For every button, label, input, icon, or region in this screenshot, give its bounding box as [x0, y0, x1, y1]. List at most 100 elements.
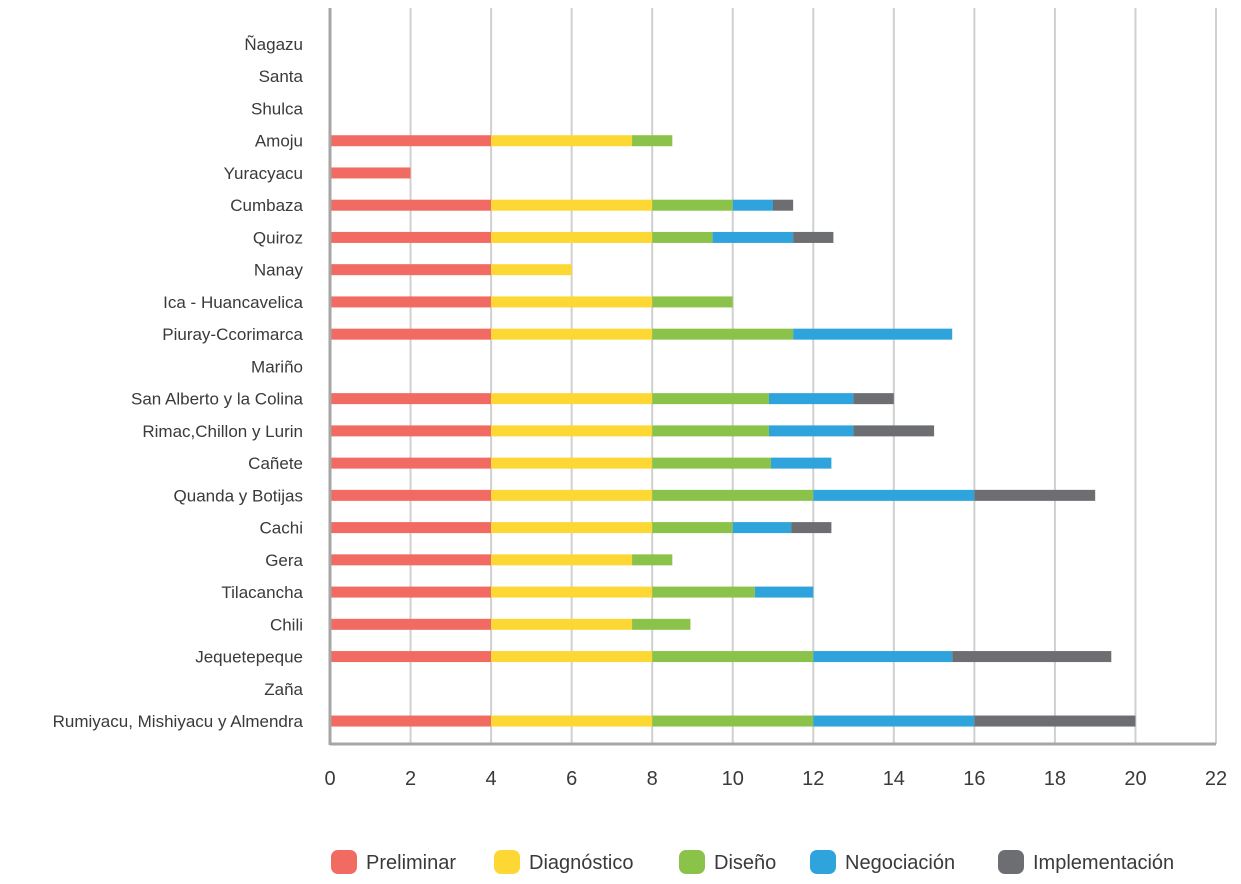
- bar-segment: [330, 522, 492, 534]
- bar-segment: [652, 651, 814, 663]
- bar-segment: [330, 199, 492, 211]
- bar-segment: [632, 618, 691, 630]
- x-tick-label: 14: [883, 768, 905, 790]
- legend-label: Implementación: [1033, 852, 1174, 874]
- bar-segment: [652, 522, 733, 534]
- category-label: Cumbaza: [230, 196, 303, 215]
- bar-segment: [330, 618, 492, 630]
- x-tick-labels: 0 2 4 6 8 10 12 14 16 18 20 22: [324, 768, 1227, 790]
- bar-segment: [330, 554, 492, 566]
- bar-segment: [491, 618, 633, 630]
- category-label: Ñagazu: [244, 35, 303, 54]
- axes: [328, 8, 1216, 746]
- bar-segment: [491, 264, 572, 276]
- legend-label: Negociación: [845, 852, 955, 874]
- x-tick-label: 16: [963, 768, 985, 790]
- x-tick-label: 2: [405, 768, 416, 790]
- bar-segment: [491, 296, 653, 308]
- x-tick-label: 22: [1205, 768, 1227, 790]
- bar-segment: [330, 489, 492, 501]
- bar-segment: [330, 296, 492, 308]
- category-label: Jequetepeque: [195, 648, 303, 667]
- legend-label: Preliminar: [366, 852, 456, 874]
- bar-segment: [491, 554, 633, 566]
- category-label: Nanay: [254, 261, 304, 280]
- bar-segment: [330, 167, 411, 179]
- bar-segment: [791, 522, 832, 534]
- bars: [330, 135, 1136, 727]
- bar-segment: [330, 457, 492, 469]
- bar-segment: [853, 393, 894, 405]
- bar-segment: [652, 393, 769, 405]
- bar-segment: [793, 328, 953, 340]
- legend-swatch: [331, 850, 357, 874]
- bar-segment: [330, 328, 492, 340]
- x-tick-label: 0: [324, 768, 335, 790]
- x-tick-label: 12: [802, 768, 824, 790]
- legend-label: Diagnóstico: [529, 852, 634, 874]
- bar-segment: [491, 231, 653, 243]
- category-label: Cachi: [260, 519, 303, 538]
- category-label: Ica - Huancavelica: [163, 293, 303, 312]
- x-tick-label: 4: [486, 768, 497, 790]
- bar-segment: [330, 651, 492, 663]
- x-tick-label: 10: [722, 768, 744, 790]
- category-labels: Ñagazu Santa Shulca Amoju Yuracyacu Cumbaza Qu…: [53, 35, 304, 731]
- category-label: Tilacancha: [221, 583, 303, 602]
- category-label: Rumiyacu, Mishiyacu y Almendra: [53, 712, 304, 731]
- category-label: Yuracyacu: [224, 164, 303, 183]
- category-label: Quanda y Botijas: [174, 486, 303, 505]
- legend-swatch: [998, 850, 1024, 874]
- bar-segment: [330, 135, 492, 147]
- bar-segment: [491, 393, 653, 405]
- bar-segment: [330, 586, 492, 598]
- bar-segment: [732, 199, 773, 211]
- bar-segment: [712, 231, 794, 243]
- bar-segment: [952, 651, 1112, 663]
- bar-segment: [632, 135, 673, 147]
- category-label: Chili: [270, 615, 303, 634]
- category-label: Rimac,Chillon y Lurin: [142, 422, 303, 441]
- bar-segment: [330, 425, 492, 437]
- x-tick-label: 18: [1044, 768, 1066, 790]
- bar-segment: [330, 264, 492, 276]
- bar-segment: [330, 393, 492, 405]
- category-label: Mariño: [251, 357, 303, 376]
- bar-segment: [813, 651, 953, 663]
- bar-segment: [853, 425, 935, 437]
- x-tick-label: 20: [1124, 768, 1146, 790]
- bar-segment: [652, 328, 794, 340]
- bar-segment: [813, 489, 975, 501]
- bar-segment: [768, 393, 854, 405]
- x-tick-label: 6: [566, 768, 577, 790]
- legend-label: Diseño: [714, 852, 776, 874]
- bar-segment: [652, 296, 733, 308]
- category-label: Shulca: [251, 99, 304, 118]
- bar-segment: [491, 489, 653, 501]
- bar-segment: [652, 586, 755, 598]
- category-label: San Alberto y la Colina: [131, 390, 304, 409]
- bar-segment: [652, 199, 733, 211]
- legend-swatch: [494, 850, 520, 874]
- bar-segment: [632, 554, 673, 566]
- bar-segment: [652, 457, 771, 469]
- category-label: Piuray-Ccorimarca: [162, 325, 303, 344]
- x-tick-label: 8: [647, 768, 658, 790]
- bar-segment: [773, 199, 794, 211]
- bar-segment: [330, 231, 492, 243]
- bar-segment: [793, 231, 834, 243]
- bar-segment: [652, 231, 713, 243]
- bar-segment: [491, 425, 653, 437]
- bar-segment: [732, 522, 792, 534]
- category-label: Amoju: [255, 132, 303, 151]
- category-label: Quiroz: [253, 228, 303, 247]
- bar-segment: [491, 586, 653, 598]
- bar-segment: [652, 425, 769, 437]
- category-label: Santa: [259, 67, 304, 86]
- category-label: Gera: [265, 551, 303, 570]
- category-label: Cañete: [248, 454, 303, 473]
- legend-swatch: [810, 850, 836, 874]
- legend-swatch: [679, 850, 705, 874]
